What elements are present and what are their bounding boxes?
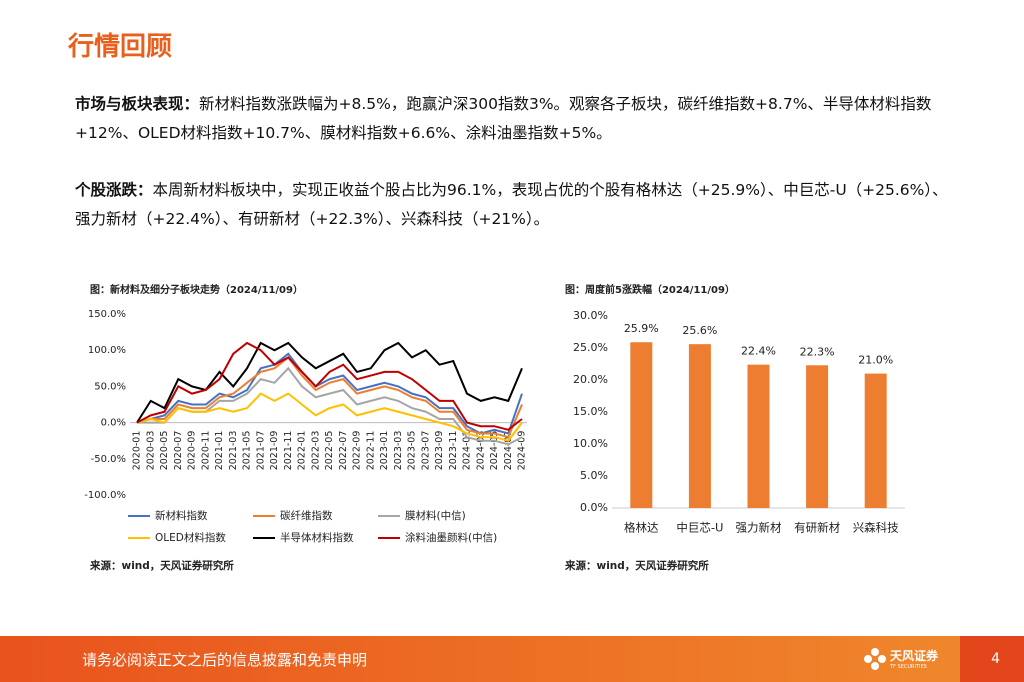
page-title: 行情回顾 [68,32,173,62]
footer: 请务必阅读正文之后的信息披露和免责申明 天风证券 TF SECURITIES 4 [0,636,1024,682]
series-line [136,341,523,424]
value-label: 22.4% [741,345,776,358]
paragraph: 个股涨跌：本周新材料板块中，实现正收益个股占比为96.1%，表现占优的个股有格林… [75,176,960,234]
x-tick-label: 2021-11 [283,431,294,471]
brand-en: TF SECURITIES [890,664,927,670]
x-tick-label: 2020-07 [173,431,184,471]
x-tick-label: 兴森科技 [853,521,899,535]
x-tick-label: 格林达 [624,521,659,535]
x-tick-label: 2022-11 [365,431,376,471]
legend-label: 涂料油墨颜料(中信) [405,531,497,544]
x-tick-label: 2022-01 [297,431,308,471]
x-tick-label: 中巨芯-U [676,521,723,535]
brand: 天风证券 [890,649,939,663]
paragraph: 市场与板块表现：新材料指数涨跌幅为+8.5%，跑赢沪深300指数3%。观察各子板… [75,90,960,148]
x-tick-label: 2020-03 [145,431,156,471]
legend-label: 碳纤维指数 [280,509,333,522]
y-tick-label: 5.0% [580,469,608,482]
para-label: 个股涨跌： [75,181,153,199]
x-tick-label: 2024-01 [462,431,473,471]
x-tick-label: 2024-07 [503,431,514,471]
y-tick-label: 0.0% [101,418,126,429]
y-tick-label: 20.0% [573,373,608,386]
y-tick-label: 50.0% [94,381,126,392]
page-number: 4 [991,651,1000,667]
y-tick-label: -50.0% [91,454,126,465]
x-tick-label: 2021-05 [242,431,253,471]
charts: 图：新材料及细分子板块走势（2024/11/09） -100.0% -50.0% 0.… [84,283,905,572]
x-tick-label: 2020-11 [200,431,211,471]
x-tick-label: 2023-01 [379,431,390,471]
x-tick-label: 2022-03 [310,431,321,471]
logo-icon [864,648,886,670]
para-text: 本周新材料板块中，实现正收益个股占比为96.1%，表现占优的个股有格林达（+25… [75,181,948,228]
legend-label: 半导体材料指数 [280,531,354,544]
y-tick-label: 100.0% [88,345,126,356]
x-tick-label: 2021-07 [255,431,266,471]
x-tick-label: 2020-09 [187,431,198,471]
series-line [136,341,523,431]
y-tick-label: 150.0% [88,309,126,320]
page-number-box: 4 [960,636,1024,682]
y-tick-label: 15.0% [573,405,608,418]
bar [688,344,711,508]
para-label: 市场与板块表现： [75,95,200,113]
x-tick-label: 2021-01 [214,431,225,471]
x-tick-label: 2024-09 [517,431,528,471]
value-label: 22.3% [800,345,835,358]
bar [864,373,887,508]
y-tick-label: 0.0% [580,501,608,514]
x-tick-label: 2021-03 [228,431,239,471]
y-tick-label: 25.0% [573,341,608,354]
x-tick-label: 2023-03 [393,431,404,471]
series-line [136,392,523,442]
x-tick-label: 2024-03 [475,431,486,471]
chart-title: 图：周度前5涨跌幅（2024/11/09） [565,283,735,296]
value-label: 25.6% [682,324,717,337]
legend-label: 膜材料(中信) [405,509,466,522]
series-line [136,356,523,439]
x-tick-label: 2022-09 [352,431,363,471]
x-tick-label: 2022-07 [338,431,349,471]
x-tick-label: 2020-05 [159,431,170,471]
x-tick-label: 2020-01 [132,431,143,471]
legend-label: 新材料指数 [155,509,208,522]
x-tick-label: 2021-09 [269,431,280,471]
value-label: 25.9% [624,322,659,335]
bar [747,364,770,508]
para-text: 新材料指数涨跌幅为+8.5%，跑赢沪深300指数3%。观察各子板块，碳纤维指数+… [75,95,932,142]
x-tick-label: 2024-05 [489,431,500,471]
bar [630,342,653,508]
x-tick-label: 2023-05 [407,431,418,471]
x-tick-label: 2023-11 [448,431,459,471]
x-tick-label: 2023-09 [434,431,445,471]
chart-title: 图：新材料及细分子板块走势（2024/11/09） [90,283,303,296]
series-line [136,352,523,435]
x-tick-label: 有研新材 [794,521,840,535]
source: 来源：wind，天风证券研究所 [89,559,234,572]
legend-label: OLED材料指数 [155,531,226,544]
x-tick-label: 2023-07 [420,431,431,471]
bar [806,365,829,508]
y-tick-label: 30.0% [573,309,608,322]
y-tick-label: 10.0% [573,437,608,450]
x-tick-label: 强力新材 [736,521,782,535]
value-label: 21.0% [858,354,893,367]
x-tick-label: 2022-05 [324,431,335,471]
y-tick-label: -100.0% [84,490,126,501]
source: 来源：wind，天风证券研究所 [564,559,709,572]
disclaimer: 请务必阅读正文之后的信息披露和免责申明 [82,651,368,669]
